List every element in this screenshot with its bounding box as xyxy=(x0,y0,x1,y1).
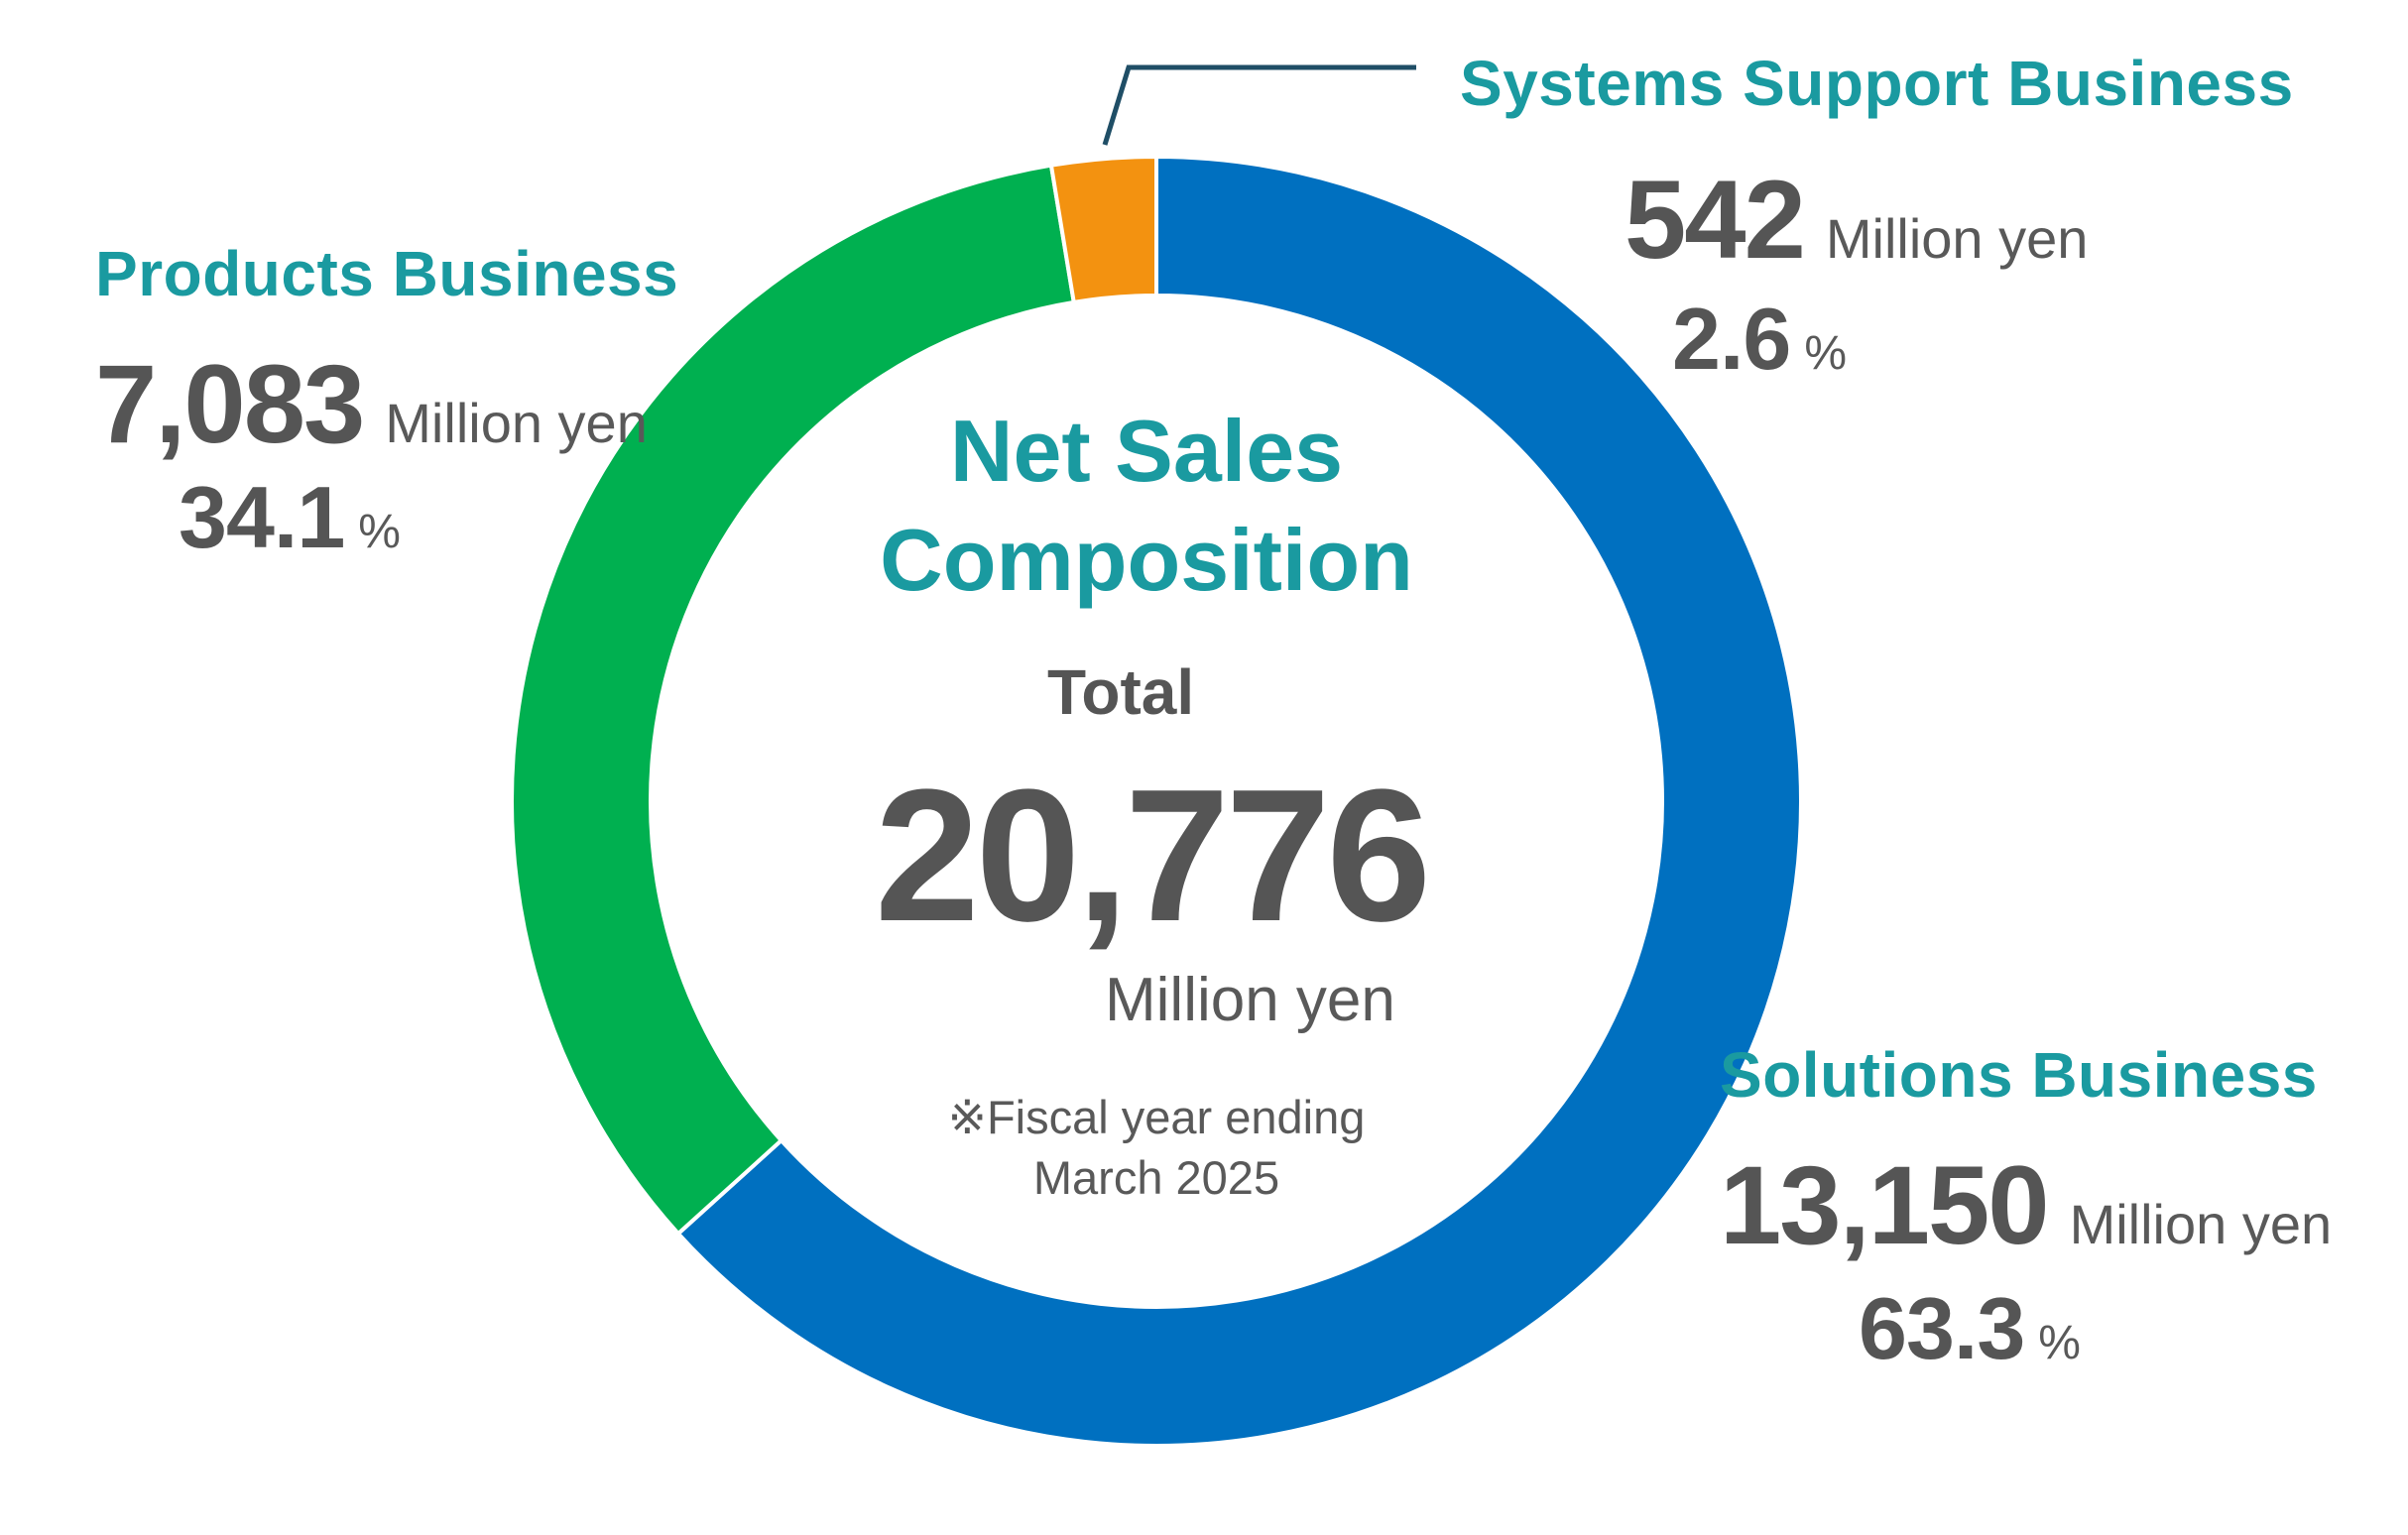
fiscal-year-note-line1: ※Fiscal year ending xyxy=(947,1091,1366,1143)
products-value: 7,083 xyxy=(95,342,365,466)
systems-support-unit: Million yen xyxy=(1825,207,2089,270)
chart-title-line1: Net Sales xyxy=(949,402,1344,500)
products-name: Products Business xyxy=(95,238,679,309)
products-value-row: 7,083 Million yen xyxy=(95,349,648,460)
products-percent: 34.1 xyxy=(179,468,345,566)
solutions-percent-unit: % xyxy=(2038,1317,2081,1369)
products-percent-row: 34.1 % xyxy=(179,474,401,561)
total-unit: Million yen xyxy=(1105,966,1395,1034)
total-label: Total xyxy=(1047,656,1195,728)
systems-support-percent: 2.6 xyxy=(1672,290,1791,388)
donut-slices xyxy=(510,154,1803,1448)
products-percent-unit: % xyxy=(358,506,401,558)
slice-solutions-business xyxy=(675,154,1803,1448)
systems-support-name: Systems Support Business xyxy=(1460,48,2294,119)
slice-systems-support-business xyxy=(1048,154,1158,305)
solutions-percent-row: 63.3 % xyxy=(1859,1285,2081,1372)
systems-support-value: 542 xyxy=(1625,158,1806,282)
slice-products-business xyxy=(510,163,1077,1237)
fiscal-year-note-line2: March 2025 xyxy=(1032,1151,1280,1205)
systems-support-percent-row: 2.6 % xyxy=(1672,295,1847,383)
chart-title-line2: Composition xyxy=(880,511,1413,609)
chart-title: Net Sales Composition xyxy=(849,397,1444,615)
fiscal-year-note: ※Fiscal year ending March 2025 xyxy=(889,1087,1424,1208)
systems-support-percent-unit: % xyxy=(1804,327,1848,380)
systems-support-value-row: 542 Million yen xyxy=(1625,165,2088,276)
products-unit: Million yen xyxy=(385,392,648,454)
solutions-value-row: 13,150 Million yen xyxy=(1720,1150,2332,1261)
total-value: 20,776 xyxy=(875,751,1431,961)
solutions-unit: Million yen xyxy=(2069,1193,2333,1255)
solutions-value: 13,150 xyxy=(1720,1143,2050,1267)
solutions-name: Solutions Business xyxy=(1720,1039,2318,1111)
systems-support-leader-line xyxy=(1102,64,1416,146)
solutions-percent: 63.3 xyxy=(1859,1279,2025,1377)
